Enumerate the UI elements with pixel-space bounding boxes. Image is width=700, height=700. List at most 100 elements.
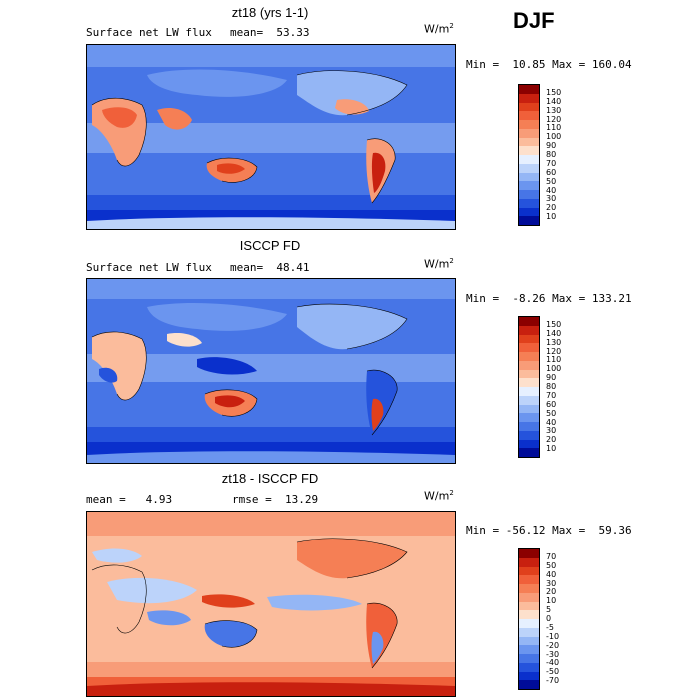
colorbar-swatch: [519, 601, 539, 611]
panel-2-title: ISCCP FD: [239, 238, 301, 253]
colorbar-level-label: 10: [546, 596, 557, 606]
colorbar-level-label: 100: [546, 364, 562, 374]
colorbar-level-label: 120: [546, 114, 562, 124]
panel-1-unit-label: W/m2: [424, 22, 454, 36]
colorbar-level-label: -10: [546, 631, 560, 641]
colorbar-swatch: [519, 430, 539, 440]
colorbar-swatch: [519, 334, 539, 344]
colorbar-level-label: 50: [546, 408, 557, 418]
colorbar-level-label: -50: [546, 667, 560, 677]
colorbar-level-label: 120: [546, 346, 562, 356]
colorbar-swatch: [519, 378, 539, 387]
colorbar-level-label: 140: [546, 328, 562, 338]
colorbar-level-label: 20: [546, 203, 557, 213]
colorbar-level-label: 90: [546, 141, 557, 151]
panel-1-map-field: [87, 45, 455, 229]
colorbar-swatch: [519, 662, 539, 672]
panel-1-mean-label: mean= 53.33: [230, 26, 310, 39]
colorbar-swatch: [519, 369, 539, 379]
colorbar-swatch: [519, 155, 539, 164]
colorbar-level-label: 70: [546, 551, 557, 561]
colorbar-level-label: 150: [546, 319, 562, 329]
panel-2-minmax: Min = -8.26 Max = 133.21: [466, 292, 632, 305]
colorbar-swatch: [519, 207, 539, 217]
panel-3-title: zt18 - ISCCP FD: [221, 471, 319, 486]
colorbar-swatch: [519, 111, 539, 120]
panel-3-minmax: Min = -56.12 Max = 59.36: [466, 524, 632, 537]
colorbar-level-label: 80: [546, 382, 557, 391]
season-label: DJF: [513, 8, 555, 33]
colorbar-swatch: [519, 680, 539, 689]
colorbar-level-label: -70: [546, 676, 560, 686]
colorbar-swatch: [519, 619, 539, 628]
colorbar-level-label: 30: [546, 426, 557, 436]
colorbar-swatch: [519, 352, 539, 361]
colorbar-level-label: 80: [546, 150, 557, 159]
colorbar-swatch: [519, 317, 539, 326]
colorbar-swatch: [519, 216, 539, 225]
colorbar-swatch: [519, 360, 539, 370]
colorbar-swatch: [519, 413, 539, 422]
colorbar-level-label: 150: [546, 87, 562, 97]
panel-2-map: [86, 278, 456, 464]
colorbar-level-label: 40: [546, 185, 557, 195]
colorbar-level-label: 40: [546, 417, 557, 427]
colorbar-swatch: [519, 671, 539, 681]
panel-3-colorbar: [518, 548, 540, 690]
colorbar-swatch: [519, 439, 539, 449]
colorbar-swatch: [519, 566, 539, 576]
colorbar-level-label: 140: [546, 96, 562, 106]
colorbar-swatch: [519, 190, 539, 199]
colorbar-swatch: [519, 395, 539, 405]
panel-1-minmax: Min = 10.85 Max = 160.04: [466, 58, 632, 71]
colorbar-level-label: 130: [546, 337, 562, 347]
colorbar-swatch: [519, 610, 539, 619]
colorbar-swatch: [519, 422, 539, 431]
colorbar-level-label: 50: [546, 560, 557, 570]
colorbar-level-label: 110: [546, 123, 562, 133]
colorbar-level-label: 60: [546, 399, 557, 409]
colorbar-swatch: [519, 448, 539, 457]
colorbar-level-label: 20: [546, 435, 557, 445]
colorbar-level-label: -20: [546, 640, 560, 650]
panel-1-title: zt18 (yrs 1-1): [231, 5, 309, 20]
colorbar-level-label: 0: [546, 614, 552, 623]
colorbar-level-label: 10: [546, 212, 557, 222]
colorbar-level-label: 70: [546, 390, 557, 400]
colorbar-level-label: 40: [546, 569, 557, 579]
colorbar-swatch: [519, 343, 539, 352]
colorbar-level-label: 30: [546, 194, 557, 204]
colorbar-swatch: [519, 592, 539, 602]
colorbar-level-label: -30: [546, 649, 560, 659]
panel-3-mean-label: mean = 4.93: [86, 493, 173, 506]
colorbar-swatch: [519, 172, 539, 182]
colorbar-level-label: 30: [546, 578, 557, 588]
colorbar-level-label: -40: [546, 658, 560, 668]
colorbar-swatch: [519, 645, 539, 654]
panel-2-field-label: Surface net LW flux: [86, 261, 212, 274]
panel-2-map-field: [87, 279, 455, 463]
colorbar-swatch: [519, 120, 539, 129]
panel-3-colorbar-labels: 70 50 40 30 20 10 5 0 -5 -10 -20 -30 -40 -50 -70: [546, 548, 586, 690]
colorbar-level-label: 90: [546, 373, 557, 383]
colorbar-swatch: [519, 128, 539, 138]
colorbar-swatch: [519, 137, 539, 147]
colorbar-swatch: [519, 549, 539, 558]
colorbar-swatch: [519, 146, 539, 155]
colorbar-level-label: 130: [546, 105, 562, 115]
panel-1-colorbar-labels: 150 140 130 120 110 100 90 80 70 60 50 40 30 20 10: [546, 84, 586, 226]
colorbar-swatch: [519, 93, 539, 103]
colorbar-swatch: [519, 387, 539, 396]
colorbar-level-label: -5: [546, 622, 554, 632]
panel-1-colorbar: [518, 84, 540, 226]
colorbar-swatch: [519, 163, 539, 173]
panel-3-rmse-label: rmse = 13.29: [232, 493, 319, 506]
colorbar-swatch: [519, 557, 539, 567]
colorbar-swatch: [519, 325, 539, 335]
colorbar-level-label: 60: [546, 167, 557, 177]
panel-1-field-label: Surface net LW flux: [86, 26, 212, 39]
panel-2-colorbar: [518, 316, 540, 458]
colorbar-level-label: 110: [546, 355, 562, 365]
colorbar-level-label: 10: [546, 444, 557, 454]
colorbar-swatch: [519, 627, 539, 637]
